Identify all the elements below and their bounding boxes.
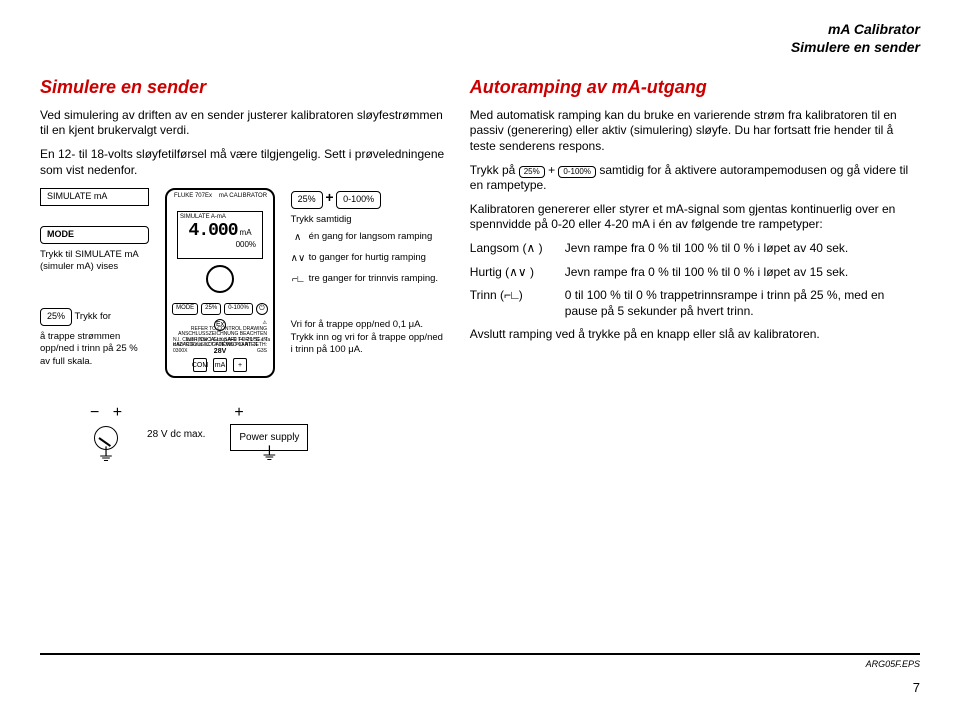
mode-button[interactable]: MODE xyxy=(40,226,149,244)
right-p3: Kalibratoren genererer eller styrer et m… xyxy=(470,202,920,233)
row2-label: Trinn ( xyxy=(470,288,504,302)
wave-step-icon: ⌐∟ xyxy=(291,273,305,286)
v28-label: 28 V dc max. xyxy=(147,428,205,441)
r-item1: én gang for langsom ramping xyxy=(309,231,433,243)
jack-ma: mA xyxy=(213,358,227,372)
header-subtitle: Simulere en sender xyxy=(40,38,920,56)
r-top-text: Trykk samtidig xyxy=(291,214,445,226)
row1-label2: ) xyxy=(527,265,534,279)
row2-sym-icon: ⌐∟ xyxy=(504,288,519,302)
dev-b3[interactable]: 0-100% xyxy=(224,303,253,315)
left-p1: Ved simulering av driften av en sender j… xyxy=(40,108,445,139)
dev-brand: FLUKE 707Ex xyxy=(174,193,212,199)
jack-com: COM xyxy=(193,358,207,372)
inline-btn-25: 25% xyxy=(519,166,545,178)
r-bottom-text: Vri for å trappe opp/ned 0,1 μA. Trykk i… xyxy=(291,319,445,356)
dev-power[interactable]: ⏻ xyxy=(256,303,268,315)
plus-icon: + xyxy=(325,189,333,205)
calibrator-device: FLUKE 707Ex mA CALIBRATOR SIMULATE A-mA … xyxy=(165,188,275,378)
dev-b1[interactable]: MODE xyxy=(172,303,198,315)
dev-b2[interactable]: 25% xyxy=(201,303,221,315)
r-item2: to ganger for hurtig ramping xyxy=(309,252,426,264)
ground-left: − + ⏚ xyxy=(90,403,122,465)
dev-unit: mA xyxy=(240,228,252,238)
dev-cal: mA CALIBRATOR xyxy=(219,193,273,201)
dev-lcd: 4.000 xyxy=(189,222,238,240)
eps-ref: ARG05F.EPS xyxy=(40,653,920,671)
pct-text: å trappe strømmen opp/ned i trinn på 25 … xyxy=(40,331,149,368)
left-p2: En 12- til 18-volts sløyfetilførsel må v… xyxy=(40,147,445,178)
jack-plus: + xyxy=(233,358,247,372)
sim-label: SIMULATE mA xyxy=(40,188,149,206)
right-p4: Avslutt ramping ved å trykke på en knapp… xyxy=(470,327,920,343)
right-heading: Autoramping av mA-utgang xyxy=(470,76,920,99)
r-btn-25[interactable]: 25% xyxy=(291,191,323,209)
header-title: mA Calibrator xyxy=(40,20,920,38)
inline-btn-100: 0-100% xyxy=(558,166,596,178)
pct-label: Trykk for xyxy=(74,311,111,322)
right-p2a: Trykk på xyxy=(470,163,519,177)
wave-slow-icon: ∧ xyxy=(291,231,305,244)
pct-button[interactable]: 25% xyxy=(40,308,72,326)
right-p2plus: + xyxy=(548,163,558,177)
row2-desc: 0 til 100 % til 0 % trappetrinnsrampe i … xyxy=(565,288,920,319)
row0-label2: ) xyxy=(535,241,542,255)
wave-fast-icon: ∧∨ xyxy=(291,252,305,265)
row1-desc: Jevn rampe fra 0 % til 100 % til 0 % i l… xyxy=(565,265,920,281)
r-item3: tre ganger for trinnvis ramping. xyxy=(309,273,438,285)
row0-desc: Jevn rampe fra 0 % til 100 % til 0 % i l… xyxy=(565,241,920,257)
row0-label: Langsom ( xyxy=(470,241,527,255)
ps-block: + Power supply ⏚ xyxy=(230,403,308,464)
dev-volt: 28V xyxy=(167,347,273,356)
left-heading: Simulere en sender xyxy=(40,76,445,99)
dev-lcd2: 000% xyxy=(180,240,260,250)
right-p1: Med automatisk ramping kan du bruke en v… xyxy=(470,108,920,155)
r-btn-100[interactable]: 0-100% xyxy=(336,191,381,209)
mode-text: Trykk til SIMULATE mA (simuler mA) vises xyxy=(40,249,149,274)
row1-label: Hurtig ( xyxy=(470,265,509,279)
page-number: 7 xyxy=(913,680,920,697)
row0-sym-icon: ∧ xyxy=(527,241,536,255)
row2-label2: ) xyxy=(519,288,523,302)
row1-sym-icon: ∧∨ xyxy=(509,265,527,279)
